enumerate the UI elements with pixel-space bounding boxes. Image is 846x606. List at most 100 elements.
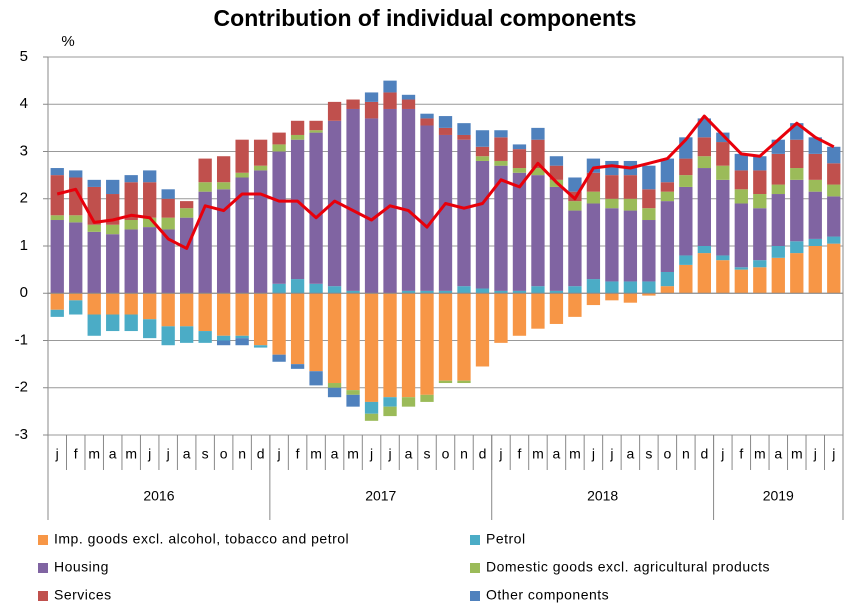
- x-tick-label: m: [569, 446, 581, 462]
- bar-segment: [235, 335, 249, 339]
- bar-segment: [716, 132, 730, 143]
- bar-segment: [235, 172, 249, 178]
- x-tick-label: j: [831, 446, 835, 462]
- x-tick-label: m: [347, 446, 359, 462]
- bar-segment: [290, 293, 305, 365]
- x-tick-label: f: [296, 446, 300, 462]
- bar-segment: [494, 137, 508, 161]
- bar-segment: [180, 201, 194, 209]
- bar-segment: [124, 220, 138, 230]
- bar-segment: [420, 293, 434, 395]
- x-tick-label: a: [405, 446, 413, 462]
- bar-segment: [87, 179, 101, 187]
- bar-segment: [309, 283, 323, 294]
- bar-segment: [50, 309, 64, 317]
- x-tick-label: j: [147, 446, 151, 462]
- x-tick-label: o: [220, 446, 228, 462]
- bar-segment: [642, 165, 656, 190]
- bar-segment: [87, 231, 101, 294]
- group-label: 2019: [763, 488, 794, 504]
- bar-segment: [623, 210, 638, 282]
- bar-segment: [457, 286, 471, 294]
- bar-segment: [697, 118, 711, 138]
- x-tick-label: j: [591, 446, 595, 462]
- x-tick-label: j: [277, 446, 281, 462]
- bar-segment: [253, 293, 268, 346]
- bar-segment: [420, 118, 434, 126]
- bar-segment: [827, 146, 841, 164]
- bar-segment: [753, 208, 767, 261]
- bar-segment: [87, 224, 101, 232]
- bar-segment: [734, 170, 748, 190]
- bar-segment: [734, 267, 748, 270]
- bar-segment: [124, 182, 138, 221]
- bar-segment: [697, 253, 711, 294]
- bar-segment: [679, 186, 693, 256]
- bar-segment: [438, 134, 453, 291]
- y-unit: %: [61, 33, 74, 50]
- bar-segment: [309, 132, 323, 284]
- bar-segment: [771, 153, 785, 185]
- y-tick-label: -1: [15, 331, 28, 348]
- x-tick-label: m: [88, 446, 100, 462]
- bar-segment: [568, 293, 582, 317]
- bar-segment: [790, 179, 804, 242]
- x-tick-label: a: [183, 446, 191, 462]
- bar-segment: [549, 156, 564, 166]
- bar-segment: [383, 92, 397, 109]
- bar-segment: [512, 144, 527, 150]
- bar-segment: [235, 177, 249, 294]
- bar-segment: [660, 158, 675, 183]
- bar-segment: [364, 101, 379, 119]
- bar-segment: [716, 179, 730, 256]
- bar-segment: [549, 186, 564, 291]
- bar-segment: [180, 326, 194, 343]
- bar-segment: [198, 293, 212, 332]
- bar-segment: [586, 203, 601, 280]
- bar-segment: [753, 267, 767, 294]
- bar-segment: [734, 153, 748, 171]
- bar-segment: [124, 293, 138, 315]
- bar-segment: [457, 139, 471, 287]
- bar-segment: [790, 253, 804, 294]
- y-tick-label: 2: [20, 190, 28, 207]
- bar-segment: [753, 194, 767, 209]
- bar-segment: [494, 293, 508, 343]
- bar-segment: [216, 340, 231, 346]
- bar-segment: [568, 201, 582, 211]
- bar-segment: [808, 179, 822, 192]
- bar-segment: [605, 160, 619, 176]
- bar-segment: [401, 108, 416, 291]
- bar-segment: [272, 132, 286, 145]
- bar-segment: [364, 118, 379, 294]
- bar-segment: [50, 175, 64, 216]
- bar-segment: [87, 293, 101, 315]
- bar-segment: [605, 281, 619, 294]
- bar-segment: [198, 158, 212, 183]
- bar-segment: [69, 170, 83, 178]
- bar-segment: [87, 314, 101, 336]
- bar-segment: [623, 175, 638, 199]
- bar-segment: [457, 123, 471, 135]
- bar-segment: [124, 229, 138, 294]
- x-tick-label: j: [369, 446, 373, 462]
- x-tick-label: m: [532, 446, 544, 462]
- y-tick-label: -3: [15, 426, 28, 443]
- bar-segment: [457, 293, 471, 381]
- bar-segment: [808, 137, 822, 154]
- bar-segment: [327, 387, 342, 398]
- bar-segment: [549, 293, 564, 324]
- bar-segment: [327, 383, 342, 388]
- bar-segment: [660, 271, 675, 287]
- x-tick-label: o: [442, 446, 450, 462]
- legend-label: Services: [54, 587, 112, 603]
- bar-segment: [512, 290, 527, 294]
- bar-segment: [383, 293, 397, 398]
- bar-segment: [401, 290, 416, 294]
- legend-label: Other components: [486, 587, 609, 603]
- bar-segment: [734, 203, 748, 268]
- legend-swatch: [38, 591, 48, 601]
- bar-segment: [124, 175, 138, 183]
- bar-segment: [586, 279, 601, 294]
